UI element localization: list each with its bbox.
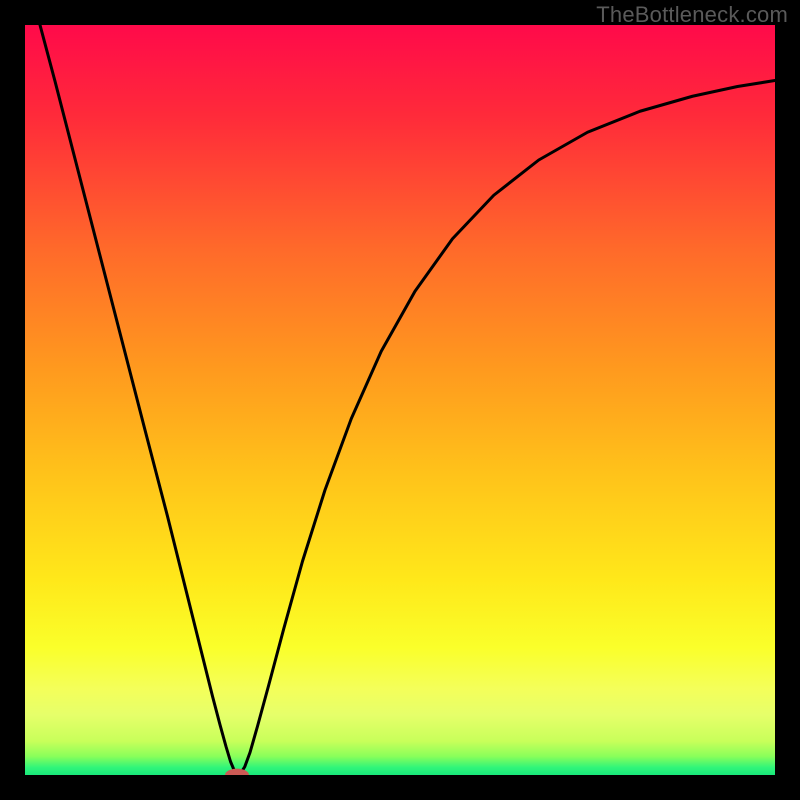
chart-frame: TheBottleneck.com: [0, 0, 800, 800]
curve-line: [25, 25, 775, 775]
minimum-marker: [225, 769, 249, 775]
plot-area: [25, 25, 775, 775]
